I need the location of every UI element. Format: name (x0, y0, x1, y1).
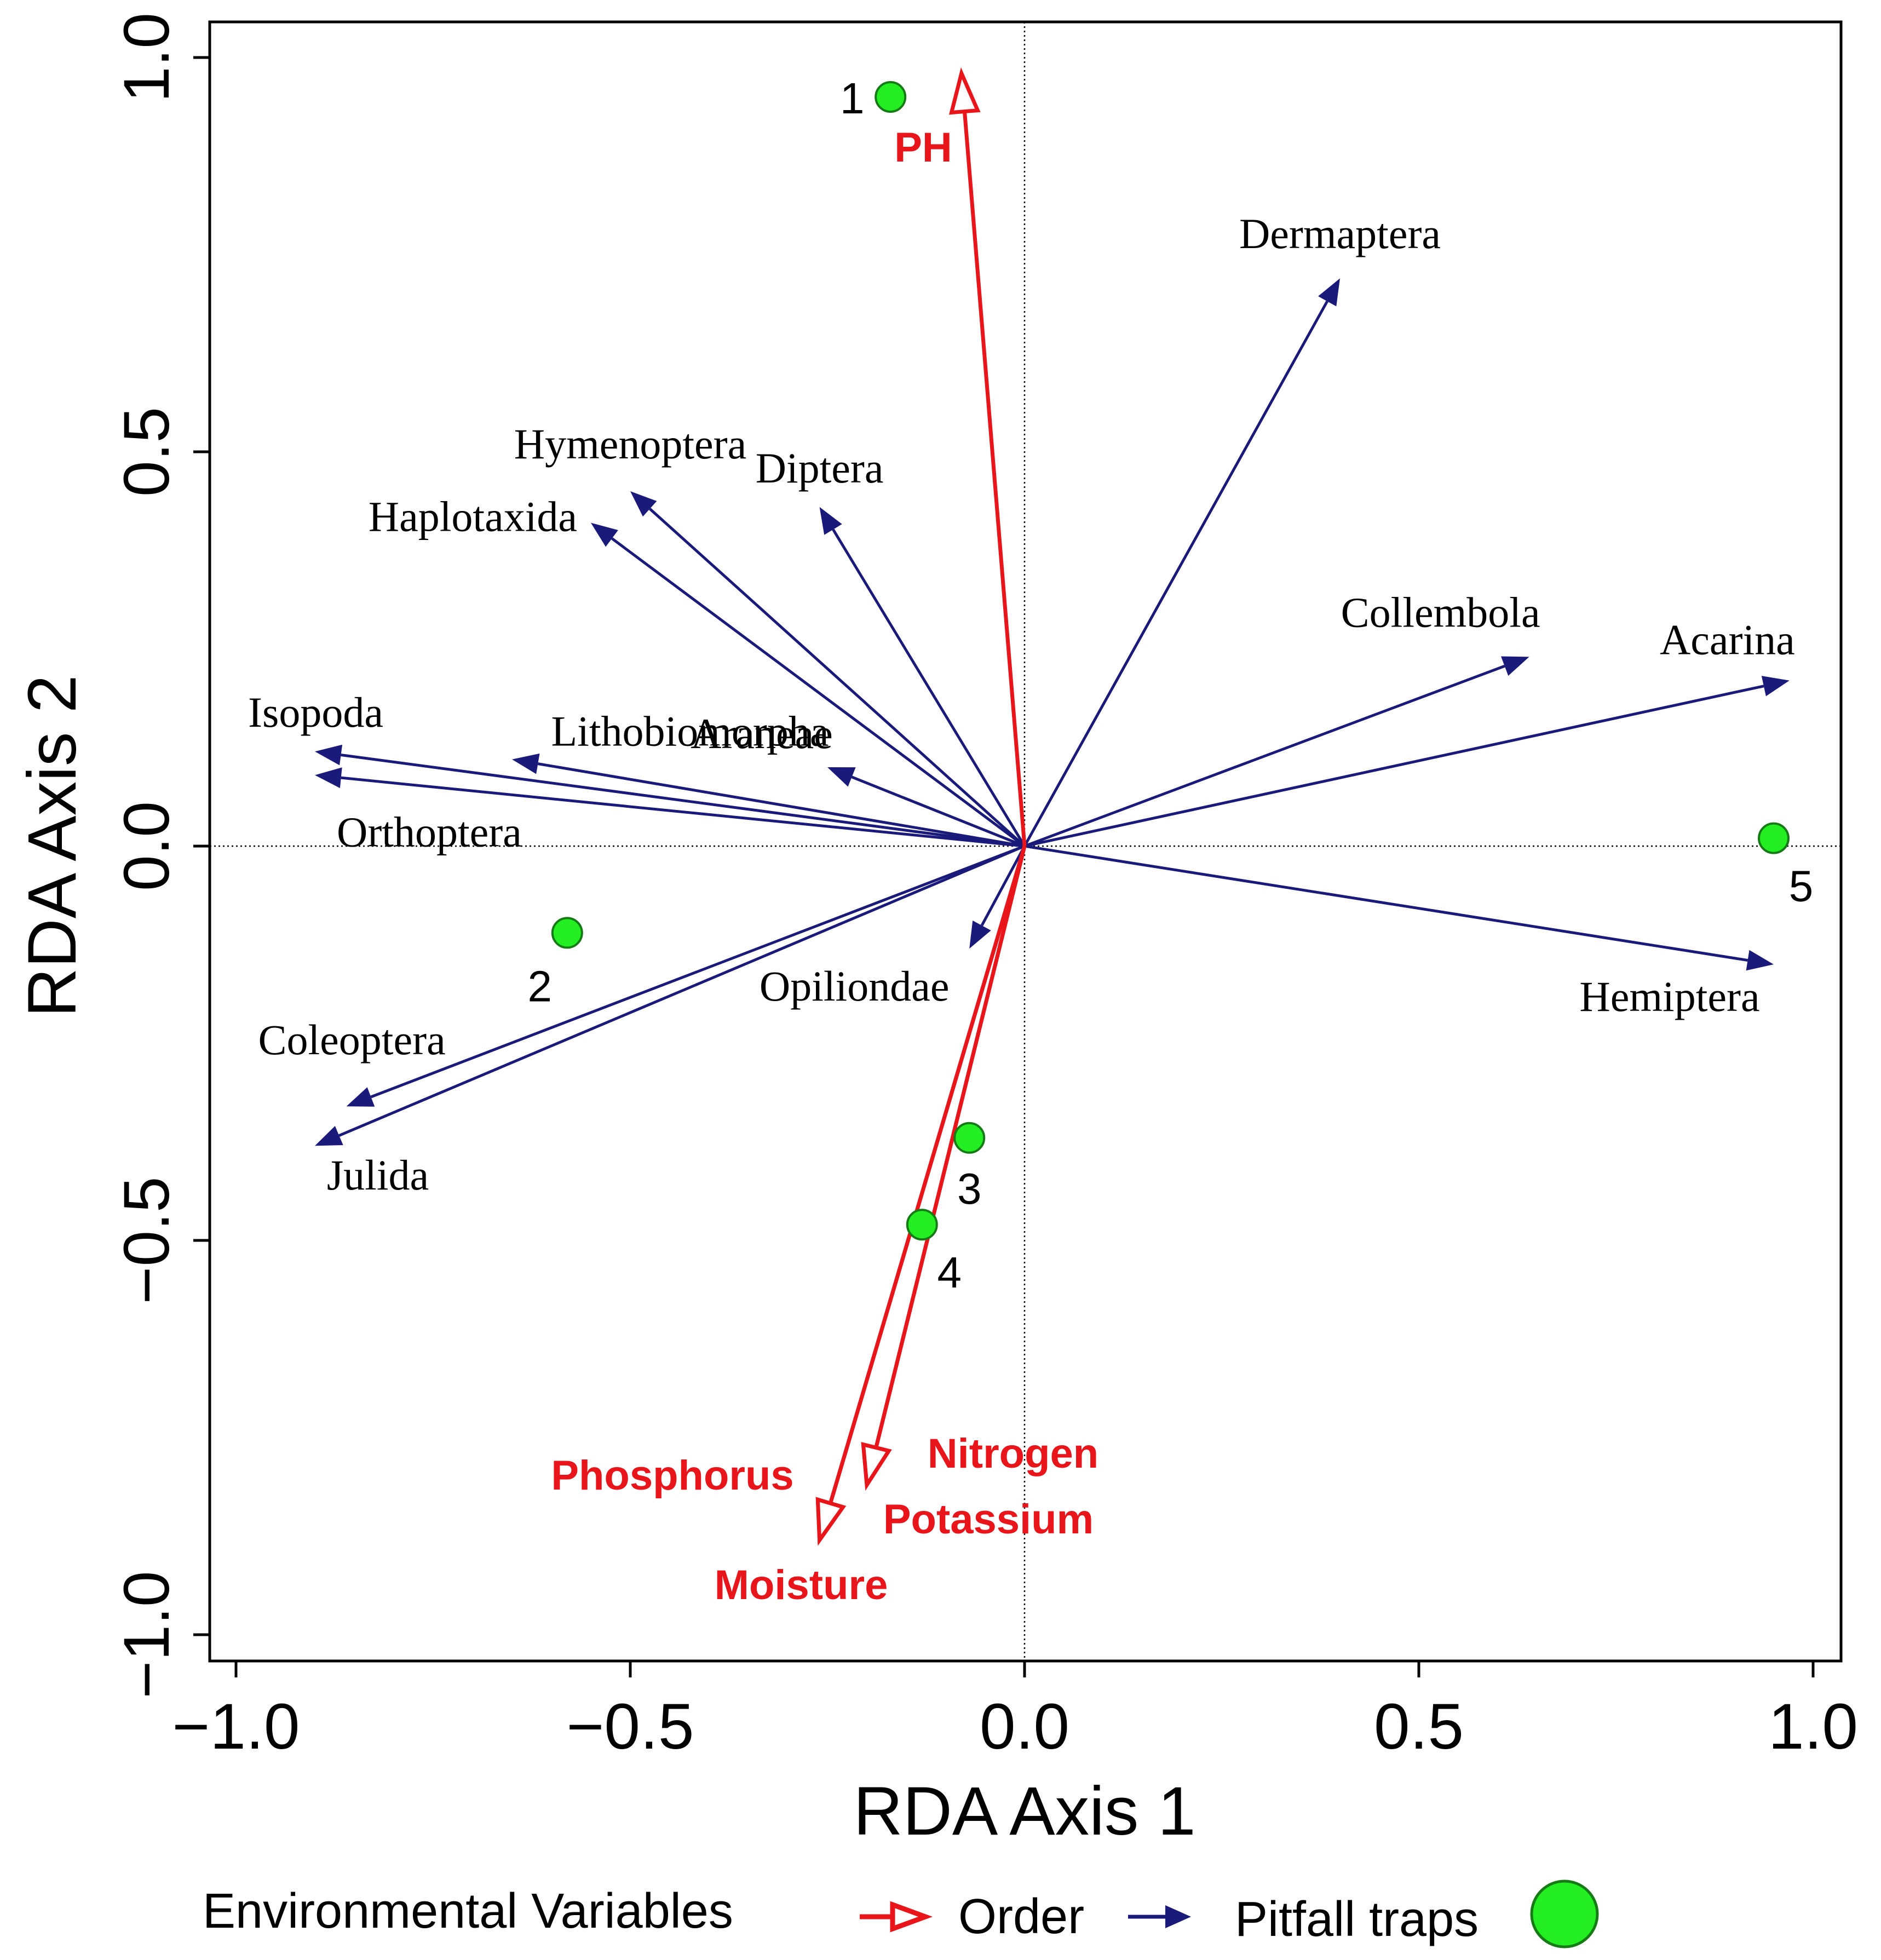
order-arrow-acarina (1024, 685, 1764, 848)
order-arrow-opiliondae (980, 845, 1026, 927)
env-arrow-ph (963, 111, 1027, 847)
order-arrowhead-haplotaxida (591, 522, 618, 547)
x-tick-label: 0.5 (1374, 1691, 1464, 1763)
order-arrowhead-acarina (1761, 676, 1790, 697)
order-label-haplotaxida: Haplotaxida (369, 493, 577, 541)
pitfall-trap-label-3: 3 (957, 1164, 982, 1213)
order-label-diptera: Diptera (756, 444, 884, 492)
legend-order-label: Order (958, 1889, 1084, 1944)
order-arrowhead-diptera (819, 507, 842, 535)
pitfall-trap-4 (906, 1209, 938, 1241)
order-arrowhead-collembola (1500, 656, 1529, 676)
order-label-dermaptera: Dermaptera (1239, 210, 1441, 257)
pitfall-trap-3 (953, 1122, 986, 1154)
env-label-ph: PH (894, 124, 952, 171)
order-label-araneae: Araneae (691, 710, 833, 757)
order-arrowhead-araneae (827, 767, 856, 787)
pitfall-trap-2 (551, 917, 583, 949)
legend-title: Environmental Variables (203, 1884, 733, 1939)
order-label-julida: Julida (327, 1151, 429, 1199)
order-arrowhead-dermaptera (1318, 278, 1340, 307)
legend-pitfall-label: Pitfall traps (1235, 1892, 1479, 1947)
order-arrow-isopoda (341, 754, 1025, 848)
order-label-isopoda: Isopoda (248, 688, 383, 736)
order-label-orthoptera: Orthoptera (337, 808, 522, 855)
order-arrow-lithobiomorpha (537, 762, 1025, 848)
pitfall-trap-label-4: 4 (937, 1248, 962, 1297)
order-arrow-orthoptera (341, 776, 1025, 848)
x-tick-label: 0.0 (980, 1691, 1069, 1763)
order-arrow-julida (338, 844, 1025, 1137)
order-arrow-haplotaxida (611, 537, 1026, 848)
order-arrow-araneae (851, 775, 1025, 848)
y-tick-label: 0.5 (111, 407, 183, 497)
order-arrowhead-julida (315, 1126, 343, 1146)
env-arrowhead-ph (948, 67, 981, 115)
x-tick-label: −1.0 (172, 1691, 300, 1763)
env-label-moisture: Moisture (715, 1562, 888, 1608)
order-arrowhead-lithobiomorpha (512, 753, 540, 774)
y-tick-label: 1.0 (111, 13, 183, 102)
order-label-collembola: Collembola (1341, 588, 1540, 636)
x-tick-label: 1.0 (1768, 1691, 1858, 1763)
order-label-lithobiomorpha: Lithobiomorpha (551, 708, 829, 755)
order-arrow-hemiptera (1024, 844, 1748, 962)
y-tick-label: −1.0 (111, 1571, 183, 1699)
order-arrowhead-opiliondae (969, 920, 991, 949)
order-label-coleoptera: Coleoptera (258, 1016, 445, 1064)
order-arrowhead-hemiptera (1746, 950, 1774, 971)
order-label-opiliondae: Opiliondae (760, 962, 950, 1010)
order-arrow-dermaptera (1023, 300, 1328, 847)
order-label-acarina: Acarina (1660, 616, 1795, 664)
order-arrow-hymenoptera (649, 508, 1026, 847)
pitfall-trap-label-5: 5 (1789, 862, 1814, 911)
legend-pitfall-marker-icon (1530, 1879, 1599, 1948)
legend-pitfall-arrow-icon (1165, 1905, 1191, 1928)
order-label-hemiptera: Hemiptera (1579, 973, 1759, 1020)
order-arrowhead-orthoptera (315, 767, 342, 789)
env-arrow-potassium (874, 846, 1027, 1449)
pitfall-trap-1 (875, 81, 907, 113)
order-arrow-coleoptera (370, 844, 1025, 1099)
y-tick-label: −0.5 (111, 1177, 183, 1304)
env-label-phosphorus: Phosphorus (551, 1452, 793, 1499)
order-arrowhead-isopoda (315, 744, 343, 766)
order-arrowhead-coleoptera (346, 1087, 375, 1107)
order-label-hymenoptera: Hymenoptera (514, 420, 747, 468)
legend: Environmental Variables Order Pitfall tr… (203, 1879, 1599, 1948)
env-label-potassium: Potassium (883, 1496, 1094, 1543)
order-arrow-collembola (1024, 664, 1505, 848)
env-arrow-moisture (829, 846, 1027, 1504)
x-tick-label: −0.5 (567, 1691, 694, 1763)
y-tick-label: 0.0 (111, 801, 183, 891)
pitfall-trap-label-1: 1 (840, 74, 865, 123)
order-arrow-diptera (832, 528, 1026, 847)
order-arrowhead-hymenoptera (630, 491, 657, 517)
env-arrowhead-potassium (861, 1442, 892, 1491)
pitfall-trap-label-2: 2 (528, 962, 553, 1010)
y-axis-title: RDA Axis 2 (14, 675, 90, 1017)
pitfall-trap-5 (1758, 822, 1790, 854)
env-arrowhead-moisture (815, 1497, 847, 1546)
plot-area: −1.0 −0.5 0.0 0.5 1.0 −1.0 −0.5 0.0 0.5 1.0 Dermap… (111, 13, 1858, 1763)
env-label-nitrogen: Nitrogen (928, 1430, 1098, 1477)
x-axis-title: RDA Axis 1 (853, 1773, 1195, 1849)
legend-order-arrow-icon (860, 1901, 933, 1933)
